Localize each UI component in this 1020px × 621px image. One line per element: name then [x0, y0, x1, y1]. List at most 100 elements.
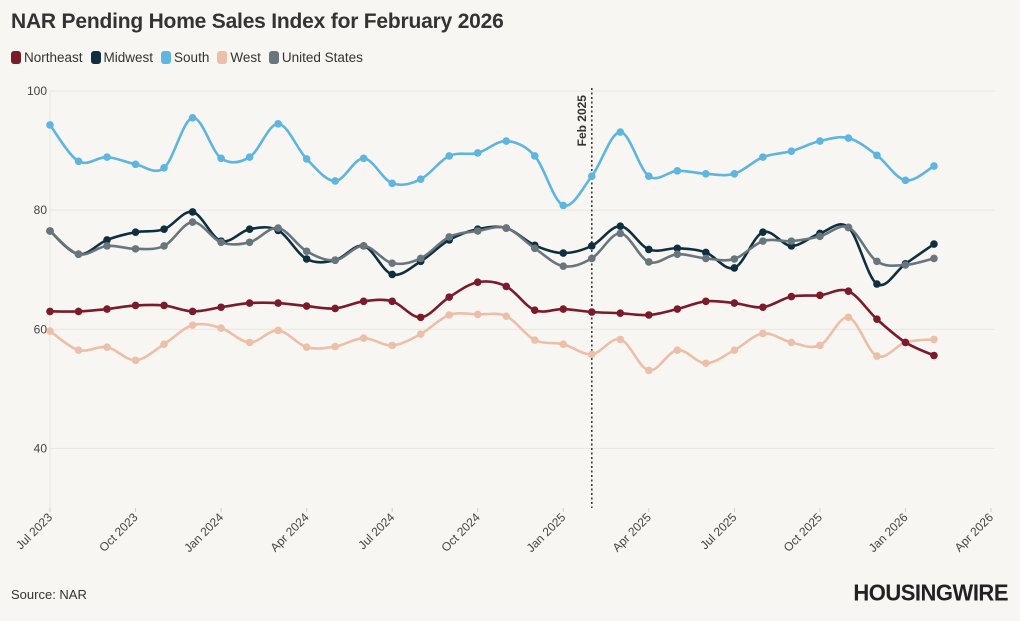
data-point — [844, 287, 853, 295]
series-line — [48, 116, 935, 207]
data-point — [188, 114, 197, 122]
data-point — [873, 280, 881, 288]
data-point — [445, 293, 454, 301]
data-point — [188, 208, 197, 216]
legend-label: United States — [281, 50, 363, 65]
data-point — [645, 311, 653, 319]
data-point — [559, 262, 568, 270]
data-point — [873, 257, 881, 266]
legend-swatch — [161, 51, 172, 64]
data-point — [473, 149, 482, 157]
data-point — [616, 222, 625, 231]
data-point — [587, 308, 596, 316]
data-point — [816, 137, 824, 145]
data-point — [930, 162, 938, 170]
data-point — [331, 342, 339, 351]
data-point — [388, 341, 396, 350]
data-point — [645, 245, 653, 254]
data-point — [559, 249, 568, 257]
legend: Northeast Midwest South West United States — [11, 50, 363, 65]
source-note: Source: NAR — [11, 587, 87, 602]
data-point — [702, 170, 710, 178]
data-point — [759, 153, 767, 161]
data-point — [502, 282, 511, 291]
data-point — [302, 302, 311, 310]
x-tick-label: Apr 2025 — [610, 510, 655, 555]
data-point — [787, 338, 796, 347]
data-point — [245, 238, 254, 247]
x-tick-label: Oct 2024 — [439, 510, 484, 555]
data-point — [416, 330, 425, 338]
data-point — [787, 147, 796, 155]
data-point — [274, 326, 282, 335]
data-point — [416, 175, 425, 183]
data-point — [873, 151, 881, 160]
x-tick-label: Jul 2025 — [698, 510, 740, 552]
data-point — [302, 247, 311, 256]
data-point — [416, 254, 425, 263]
data-point — [759, 237, 767, 245]
y-tick-label: 100 — [27, 84, 47, 98]
legend-item: United States — [268, 50, 363, 65]
data-point — [217, 154, 225, 163]
data-point — [730, 264, 739, 272]
data-point — [74, 157, 83, 166]
x-tick-label: Jul 2024 — [355, 510, 397, 552]
data-point — [331, 256, 339, 264]
data-point — [217, 324, 225, 332]
data-point — [673, 346, 682, 354]
x-tick-label: Oct 2023 — [96, 510, 141, 555]
series-line — [49, 210, 935, 287]
data-point — [359, 242, 368, 250]
legend-label: South — [174, 50, 210, 65]
data-point — [930, 254, 938, 263]
data-point — [103, 242, 111, 250]
data-point — [302, 343, 311, 351]
data-point — [160, 242, 168, 250]
data-point — [787, 237, 796, 245]
data-point — [587, 350, 596, 359]
data-point — [445, 311, 454, 319]
series-west — [46, 310, 938, 375]
data-point — [702, 254, 710, 263]
data-point — [759, 303, 767, 312]
data-point — [616, 128, 625, 136]
data-point — [502, 224, 511, 232]
data-point — [160, 340, 168, 348]
series-midwest — [46, 208, 938, 288]
data-point — [673, 250, 682, 259]
legend-label: Northeast — [24, 50, 83, 65]
data-point — [645, 258, 653, 266]
legend-item: South — [161, 50, 209, 65]
data-point — [46, 121, 54, 129]
x-tick-label: Jan 2025 — [524, 510, 569, 555]
data-point — [901, 261, 910, 269]
x-tick-label: Apr 2024 — [267, 510, 312, 555]
data-point — [759, 228, 767, 236]
data-point — [502, 137, 511, 145]
data-point — [559, 201, 568, 210]
data-point — [673, 305, 682, 313]
data-point — [217, 303, 225, 312]
data-point — [645, 366, 653, 375]
y-tick-label: 60 — [34, 322, 48, 336]
data-point — [816, 232, 824, 241]
data-point — [217, 238, 225, 247]
data-point — [559, 305, 568, 313]
legend-item: Northeast — [11, 50, 83, 65]
data-point — [702, 297, 710, 306]
data-point — [131, 160, 140, 169]
data-point — [473, 278, 482, 287]
data-point — [730, 170, 739, 178]
x-tick-label: Jan 2024 — [181, 510, 226, 555]
data-point — [702, 359, 710, 368]
data-point — [302, 255, 311, 263]
data-point — [131, 245, 140, 253]
data-point — [388, 259, 396, 267]
data-point — [759, 329, 767, 338]
annotation-label: Feb 2025 — [575, 95, 589, 147]
data-point — [388, 179, 396, 188]
legend-swatch — [11, 51, 21, 64]
data-point — [359, 334, 368, 343]
